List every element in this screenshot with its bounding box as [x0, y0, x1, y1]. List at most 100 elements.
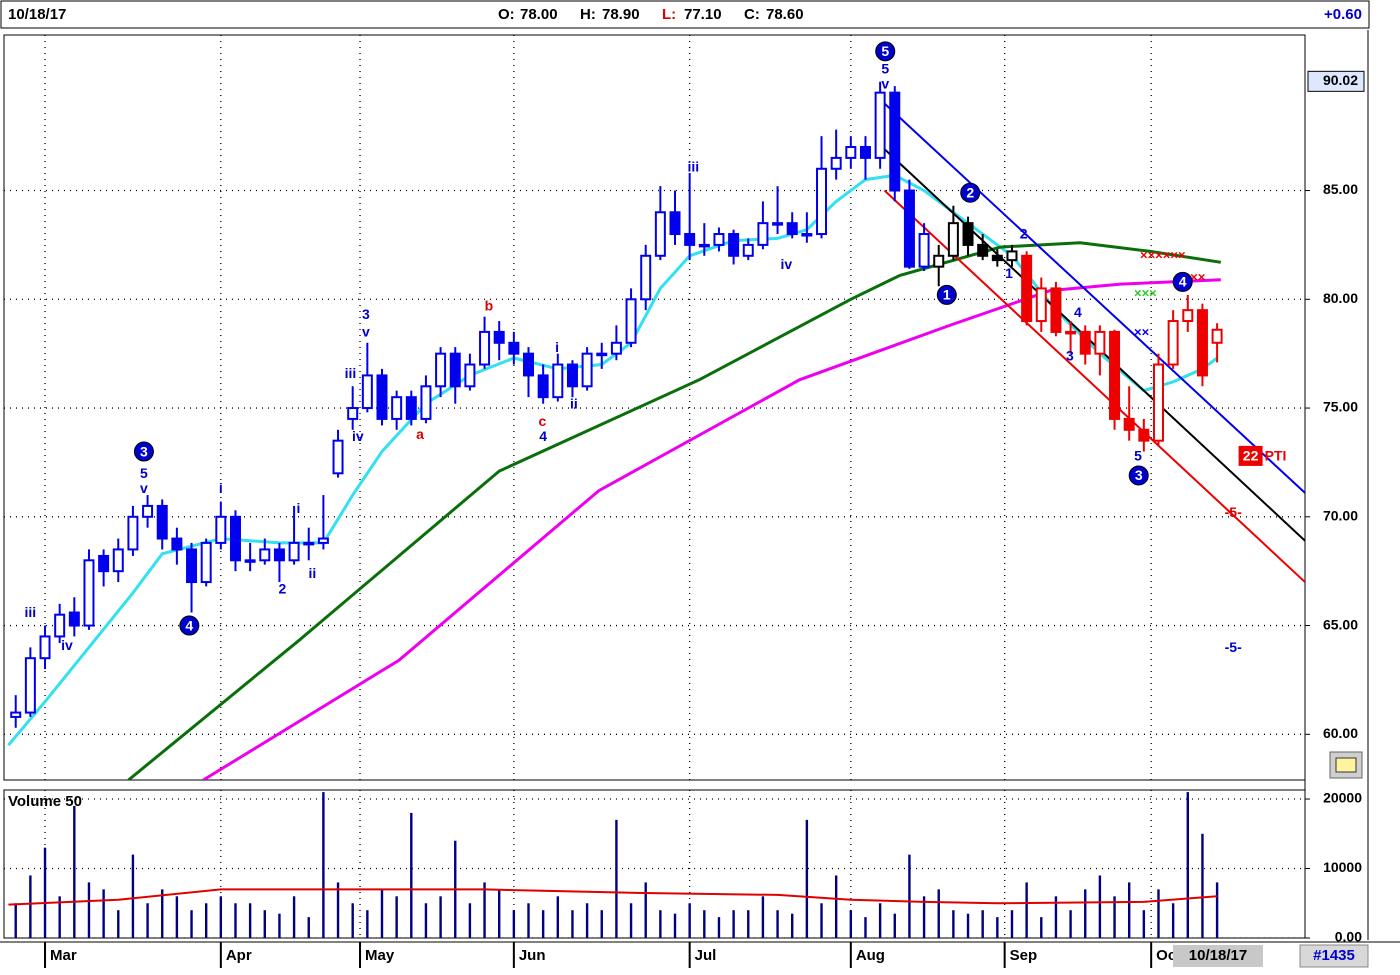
volume-bar [1040, 917, 1043, 938]
candle-body [332, 439, 344, 475]
quote-value: 78.90 [602, 6, 640, 23]
candle-body [376, 374, 388, 420]
volume-bar [73, 805, 76, 938]
wave-label: 3 [1135, 467, 1143, 483]
volume-bar [659, 910, 662, 938]
volume-bar [439, 896, 442, 938]
volume-bar [161, 889, 164, 938]
volume-bar [1171, 903, 1175, 938]
footer-date-box [1173, 945, 1263, 967]
y-tick-label: 80.00 [1323, 290, 1358, 306]
volume-panel [3, 789, 1306, 939]
candle-body [200, 541, 212, 584]
wave-circle [1128, 465, 1149, 486]
y-tick-label: 85.00 [1323, 181, 1358, 197]
candle-body [83, 559, 95, 627]
candle-body [391, 396, 403, 420]
volume-bar [864, 917, 867, 938]
header-bar [0, 0, 1370, 29]
volume-bar [278, 913, 281, 938]
wave-label: ii [309, 565, 317, 581]
header-quote: O: 78.00 H: 78.90 L: 77.10 C: 78.60 [498, 6, 804, 23]
candle-body [698, 243, 710, 248]
candle-body [288, 541, 300, 562]
wave-label: b [485, 298, 494, 314]
candle-body [713, 233, 725, 246]
candle-body [1182, 309, 1194, 323]
candle-body [903, 189, 915, 268]
volume-bar [366, 910, 369, 938]
candle-body [977, 243, 989, 257]
wave-label: 5 [140, 465, 148, 481]
candle-body [684, 233, 696, 246]
candle-body [552, 363, 564, 399]
y-tick-label: 75.00 [1323, 399, 1358, 415]
volume-bar [292, 896, 296, 938]
volume-bar [585, 903, 589, 938]
volume-bar [1127, 882, 1131, 938]
pti-box [1238, 445, 1263, 466]
candle-body [479, 330, 491, 366]
pti-value: 22 [1243, 448, 1259, 464]
volume-bar [615, 819, 618, 938]
candle-body [816, 167, 828, 236]
volume-bar [395, 896, 398, 938]
candle-body [933, 254, 945, 268]
candle-body [523, 352, 535, 377]
volume-bar [717, 917, 721, 938]
candle-body [918, 233, 930, 268]
candle-body [757, 222, 769, 246]
wave-label: 5 [1134, 448, 1142, 464]
signal-x: ×× [1134, 324, 1150, 339]
candle-body [273, 548, 285, 562]
x-tick-label: Jul [695, 947, 717, 964]
last-price-label: 90.02 [1323, 72, 1358, 88]
volume-bar [688, 903, 691, 938]
wave-circle [875, 41, 896, 62]
candle-body [654, 211, 666, 257]
volume-average [8, 888, 1218, 906]
candle-body [566, 363, 578, 388]
candle-body [947, 222, 959, 257]
volume-bar [732, 910, 735, 938]
x-tick-label: Sep [1010, 947, 1038, 964]
wave-label: iii [25, 604, 37, 620]
volume-bar [1215, 882, 1219, 938]
wave-label: iv [781, 256, 793, 272]
volume-bar [952, 910, 955, 938]
moving-average [127, 241, 1222, 780]
volume-bar [981, 910, 984, 938]
y-tick-label: 65.00 [1323, 616, 1358, 632]
candle-body [449, 352, 461, 388]
volume-bar [644, 882, 647, 938]
last-price-box [1307, 70, 1365, 92]
volume-bar [468, 903, 472, 938]
candle-body [215, 515, 227, 544]
candle-body [1109, 330, 1121, 420]
trend-line [883, 102, 1305, 494]
candle-body [581, 352, 593, 388]
signal-x: ××× [1134, 285, 1157, 300]
candle-body [640, 254, 652, 301]
y-tick-label: 0.00 [1335, 929, 1362, 945]
candle-body [669, 211, 681, 236]
volume-bar [219, 896, 223, 938]
wave-label: 3 [1066, 348, 1074, 364]
volume-bar [996, 917, 999, 938]
candle-body [112, 548, 124, 573]
candle-body [625, 298, 637, 344]
wave-label: ii [570, 395, 578, 411]
icon-inner [1335, 757, 1357, 773]
candle-body [874, 91, 886, 159]
volume-bar [908, 854, 911, 938]
volume-bar [190, 910, 193, 938]
candle-body [786, 222, 798, 236]
candle-body [889, 91, 901, 192]
volume-bar [1201, 833, 1204, 938]
candle-body [1035, 287, 1047, 323]
header-date: 10/18/17 [8, 6, 66, 23]
volume-bar [747, 910, 750, 938]
candle-body [435, 352, 447, 388]
volume-bar [761, 896, 765, 938]
wave-label: v [881, 76, 889, 92]
